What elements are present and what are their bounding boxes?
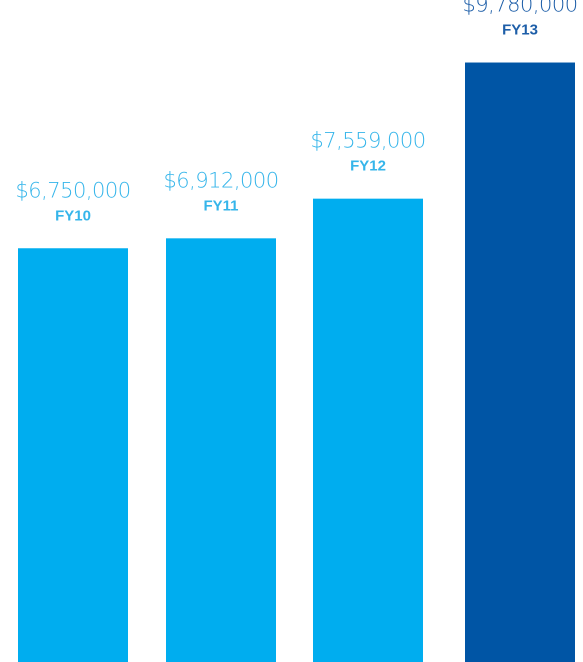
bar-fy13	[465, 62, 575, 662]
category-label-fy10: FY10	[55, 207, 91, 224]
bar-fy11	[166, 238, 276, 662]
value-label-fy10: $6,750,000	[15, 178, 130, 202]
category-label-fy12: FY12	[350, 158, 386, 175]
bar-fy12	[313, 198, 423, 662]
value-label-fy13: $9,780,000	[462, 0, 577, 17]
category-label-fy11: FY11	[203, 197, 238, 214]
value-label-fy11: $6,912,000	[163, 168, 278, 192]
bar-fy10	[18, 248, 128, 662]
value-label-fy12: $7,559,000	[310, 129, 425, 153]
category-label-fy13: FY13	[502, 22, 538, 39]
